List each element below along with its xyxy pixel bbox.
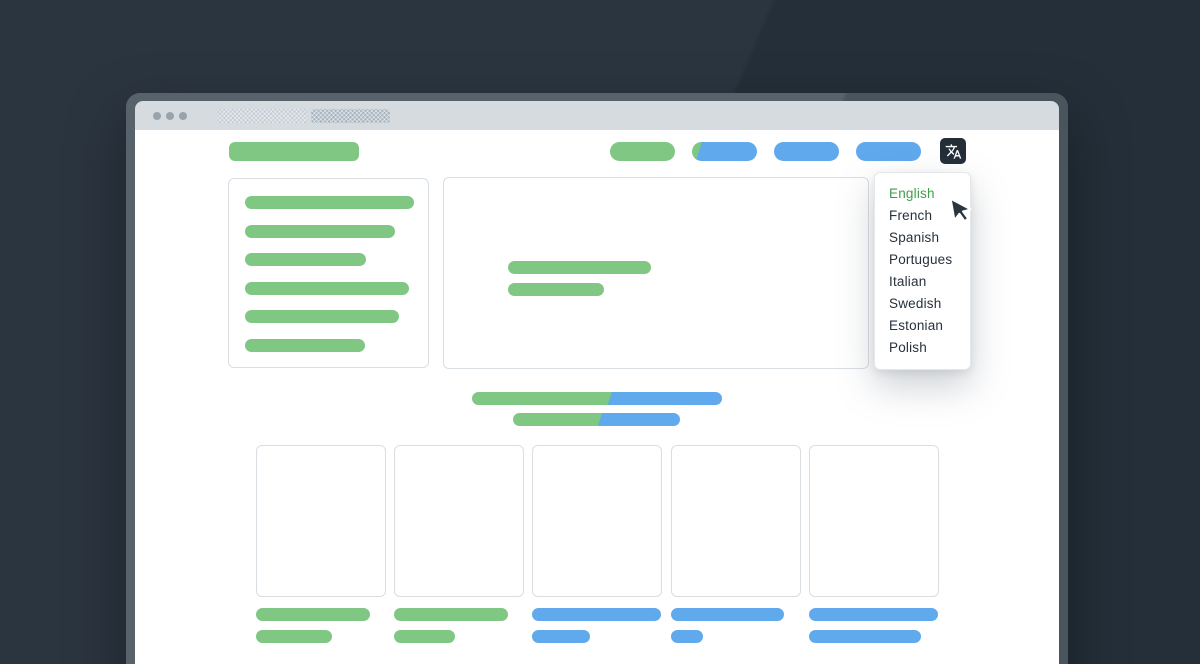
nav-item-1[interactable]: [610, 142, 675, 161]
titlebar-placeholder-2: [311, 108, 390, 123]
product-card[interactable]: [532, 445, 662, 597]
site-logo-placeholder: [229, 142, 359, 161]
nav-item-4[interactable]: [856, 142, 921, 161]
language-option-italian[interactable]: Italian: [889, 274, 927, 289]
product-caption-placeholders: [256, 608, 386, 652]
text-line-placeholder: [245, 338, 365, 352]
language-option-portugues[interactable]: Portugues: [889, 252, 953, 267]
hero-media-card: [443, 177, 869, 369]
language-option-french[interactable]: French: [889, 208, 933, 223]
minimize-window-dot[interactable]: [166, 111, 174, 120]
caption-line-placeholder: [256, 608, 370, 621]
heading-placeholder-2: [513, 413, 680, 426]
hero-text-card: [228, 178, 429, 368]
caption-line-placeholder: [394, 608, 508, 621]
product-caption-placeholders: [671, 608, 801, 652]
nav-item-3[interactable]: [774, 142, 839, 161]
cursor-pointer-icon: [949, 197, 972, 223]
caption-line-placeholder: [394, 630, 455, 643]
translate-icon: [945, 143, 962, 160]
caption-line-placeholder: [809, 630, 921, 643]
text-line-placeholder: [245, 253, 366, 267]
language-option-spanish[interactable]: Spanish: [889, 230, 940, 245]
product-card[interactable]: [256, 445, 386, 597]
titlebar-placeholders: [218, 108, 390, 123]
product-card[interactable]: [809, 445, 939, 597]
product-caption-placeholders: [809, 608, 939, 652]
product-card[interactable]: [394, 445, 524, 597]
product-caption-placeholders: [532, 608, 662, 652]
caption-line-placeholder: [671, 608, 784, 621]
text-line-placeholder: [508, 283, 604, 296]
maximize-window-dot[interactable]: [179, 111, 187, 120]
caption-line-placeholder: [532, 608, 661, 621]
nav-menu: [610, 142, 921, 161]
product-card[interactable]: [671, 445, 801, 597]
close-window-dot[interactable]: [153, 111, 161, 120]
nav-item-2[interactable]: [692, 142, 757, 161]
product-caption-placeholders: [394, 608, 524, 652]
heading-placeholder-1: [472, 392, 722, 405]
language-option-english[interactable]: English: [889, 186, 935, 201]
language-option-swedish[interactable]: Swedish: [889, 296, 942, 311]
caption-line-placeholder: [809, 608, 938, 621]
caption-line-placeholder: [671, 630, 703, 643]
text-line-placeholder: [245, 281, 409, 295]
titlebar-placeholder-1: [218, 108, 307, 123]
text-line-placeholder: [245, 224, 395, 238]
traffic-lights: [153, 111, 187, 120]
language-option-polish[interactable]: Polish: [889, 340, 927, 355]
text-line-placeholders: [245, 196, 428, 352]
text-line-placeholders: [508, 261, 868, 296]
language-option-estonian[interactable]: Estonian: [889, 318, 944, 333]
browser-titlebar: [135, 101, 1059, 130]
caption-line-placeholder: [532, 630, 590, 643]
translate-button[interactable]: [940, 138, 966, 164]
text-line-placeholder: [245, 196, 414, 209]
text-line-placeholder: [508, 261, 651, 274]
text-line-placeholder: [245, 310, 399, 324]
caption-line-placeholder: [256, 630, 332, 643]
